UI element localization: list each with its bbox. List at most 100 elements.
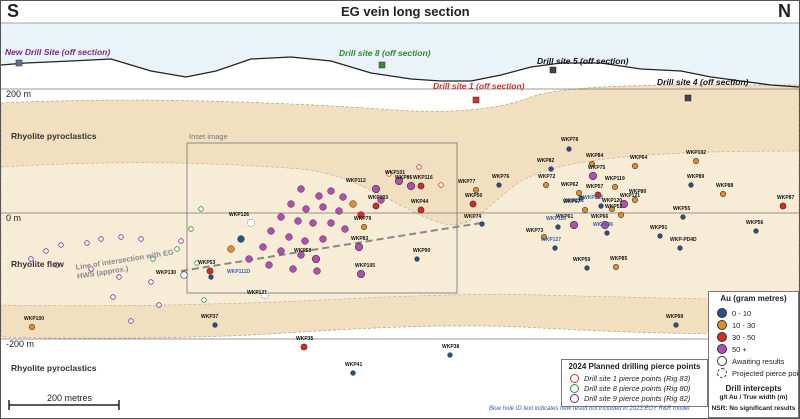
dot-30-50-icon [717, 332, 727, 342]
north-label: N [778, 1, 791, 21]
drill-intercept-marker [277, 213, 285, 221]
drill-intercept-marker [472, 187, 479, 194]
drill-intercept-marker [417, 182, 425, 190]
drill-intercept-marker [294, 217, 302, 225]
drill-intercept-marker [267, 227, 275, 235]
hole-id-label: WKP87 [777, 195, 795, 201]
planned-pierce-point [84, 240, 90, 246]
hole-id-label: WKP82 [537, 158, 555, 164]
purple-ring-icon [570, 394, 579, 403]
south-label: S [7, 1, 20, 21]
drill-intercept-marker [608, 206, 615, 213]
hole-id-label: WKP57 [586, 184, 604, 190]
drill-intercept-marker [719, 191, 726, 198]
hole-id-label: WKP89 [687, 174, 705, 180]
drill-intercept-marker [341, 225, 349, 233]
hole-id-label: WKP84 [586, 153, 604, 159]
hole-id-label: WKP125 [546, 216, 567, 222]
drill-intercept-marker [552, 245, 558, 251]
drill-intercept-marker [588, 161, 595, 168]
hole-id-label: WKP66 [591, 214, 609, 220]
drill-intercept-marker [619, 200, 628, 209]
planned-pierce-point [116, 274, 122, 280]
drill-intercept-marker [285, 233, 293, 241]
planned-pierce-point [54, 262, 60, 268]
header-band [1, 1, 799, 23]
drill-intercept-marker [289, 265, 297, 273]
planned-pierce-point [58, 242, 64, 248]
hole-id-label: WKP122 [564, 198, 585, 204]
drill-intercept-marker [617, 212, 624, 219]
drill-intercept-marker [327, 219, 335, 227]
hole-id-label: WKP76 [492, 174, 510, 180]
planned-item-2: Drill site 9 pierce points (Rig 82) [570, 394, 690, 403]
au-legend: Au (gram metres) 0 - 10 10 - 30 30 - 50 … [708, 291, 799, 418]
drill-intercept-marker [349, 200, 357, 208]
drill-intercept-marker [360, 224, 367, 231]
planned-pierce-point [386, 171, 392, 177]
drill-intercept-marker [300, 343, 308, 351]
drill-intercept-marker [357, 211, 365, 219]
planned-drilling-legend: 2024 Planned drilling pierce points Dril… [561, 359, 708, 407]
drill-intercept-marker [371, 185, 380, 194]
au-legend-item-3: 50 + [717, 344, 747, 354]
new-drill-site-label: New Drill Site (off section) [5, 47, 111, 57]
drill-intercept-marker [604, 230, 610, 236]
drill-intercept-marker [566, 146, 572, 152]
planned-pierce-point [43, 248, 49, 254]
drill-intercept-marker [569, 221, 578, 230]
hole-id-label: WKP80 [629, 189, 647, 195]
drill-intercept-marker [301, 237, 309, 245]
drill-intercept-marker [339, 193, 347, 201]
hole-id-label: WKP75 [588, 165, 606, 171]
hole-id-label: WKP85 [610, 256, 628, 262]
drill-intercept-marker [212, 322, 218, 328]
planned-pierce-point [188, 226, 194, 232]
dot-10-30-icon [717, 320, 727, 330]
drill-intercept-marker [692, 158, 699, 165]
drill-intercept-marker [297, 185, 305, 193]
hole-id-label: WKP130 [156, 270, 177, 276]
rhyolite-flow-band [1, 150, 799, 307]
drill-intercept-marker [594, 191, 602, 199]
hole-id-label: WKP74 [464, 214, 482, 220]
drill-intercept-marker [208, 274, 214, 280]
planned-pierce-point [98, 236, 104, 242]
nsr-note: NSR: No significant results [711, 405, 796, 412]
projected-pierce-point-icon [717, 368, 727, 378]
planned-pierce-point [178, 238, 184, 244]
hole-id-label: WKP112 [346, 178, 366, 184]
drill-intercept-marker [542, 182, 549, 189]
intercepts-title: Drill intercepts [725, 384, 782, 393]
drill-intercept-marker [414, 256, 420, 262]
drill-intercept-marker [237, 235, 245, 243]
drill-intercept-marker [496, 182, 502, 188]
drill-intercept-marker [657, 233, 663, 239]
hole-id-label: WKP100 [24, 316, 45, 322]
hole-id-label: WKP116 [413, 175, 433, 181]
drill-intercept-marker [354, 243, 363, 252]
drill-intercept-marker [309, 219, 317, 227]
hole-id-label: WKP88 [716, 183, 734, 189]
hole-id-label: WKP126 [229, 212, 250, 218]
drill-intercept-marker [394, 177, 403, 186]
planned-legend-title: 2024 Planned drilling pierce points [568, 362, 701, 371]
au-legend-item-0: 0 - 10 [717, 308, 751, 318]
hole-id-label: WKP79 [354, 216, 372, 222]
drill-intercept-marker [611, 184, 618, 191]
unit-lower-label: Rhyolite pyroclastics [11, 363, 97, 373]
inset-label: Inset image [189, 132, 228, 141]
drill-intercept-marker [575, 190, 582, 197]
drill-intercept-marker [311, 255, 320, 264]
dot-50plus-icon [717, 344, 727, 354]
awaiting-results-icon [717, 356, 727, 366]
drill-intercept-markers [28, 146, 787, 376]
drill-intercept-marker [677, 245, 683, 251]
drill-intercept-marker [335, 207, 343, 215]
au-legend-title: Au (gram metres) [720, 294, 787, 303]
hole-id-label: WKP103 [368, 195, 389, 201]
hole-id-label: WKP59 [573, 257, 591, 263]
drill-site-1-marker [472, 96, 480, 104]
drill-intercept-marker [313, 267, 321, 275]
drill-site-4-marker [684, 94, 692, 102]
